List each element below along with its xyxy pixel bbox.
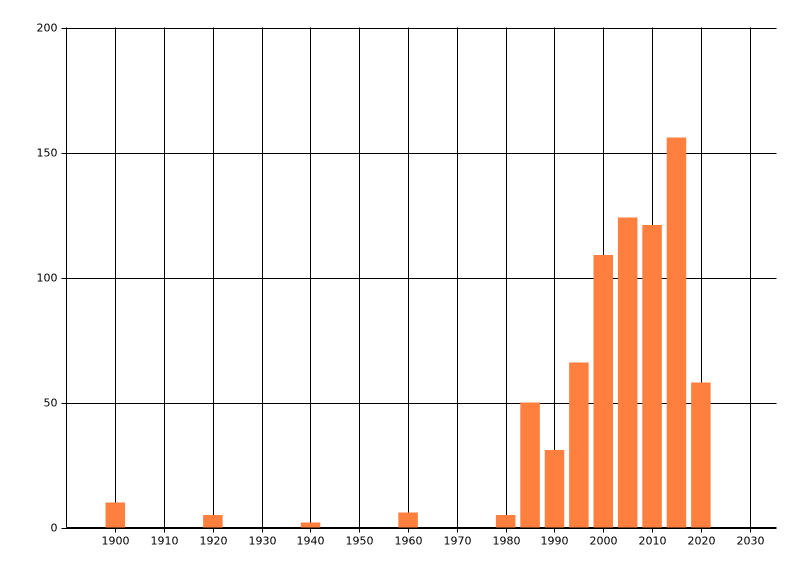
y-tick-label: 50 [44,397,58,410]
x-tick-label: 2020 [688,535,716,548]
bar [544,450,565,528]
bar [666,137,687,528]
bar [642,225,662,528]
x-tick-label: 1930 [249,535,277,548]
bar [617,217,638,528]
x-tick-label: 2000 [590,535,618,548]
bar [520,402,540,528]
y-tick-label: 100 [37,272,58,285]
x-tick-label: 2010 [639,535,667,548]
x-tick-label: 1990 [541,535,569,548]
bar [203,515,223,528]
bar [105,502,126,528]
bar [691,382,711,528]
x-tick-label: 1900 [102,535,130,548]
bar [398,512,418,528]
x-tick-label: 1940 [297,535,325,548]
x-tick-label: 1970 [444,535,472,548]
x-tick-label: 1960 [395,535,423,548]
x-tick-label: 1920 [200,535,228,548]
y-tick-label: 0 [51,522,58,535]
y-tick-label: 150 [37,147,58,160]
bar [300,522,321,528]
bar [593,255,614,528]
bar [495,515,516,528]
x-tick-label: 1950 [346,535,374,548]
bar [569,362,589,528]
y-tick-label: 200 [37,22,58,35]
x-tick-label: 1980 [493,535,521,548]
x-tick-label: 2030 [737,535,765,548]
x-tick-label: 1910 [151,535,179,548]
